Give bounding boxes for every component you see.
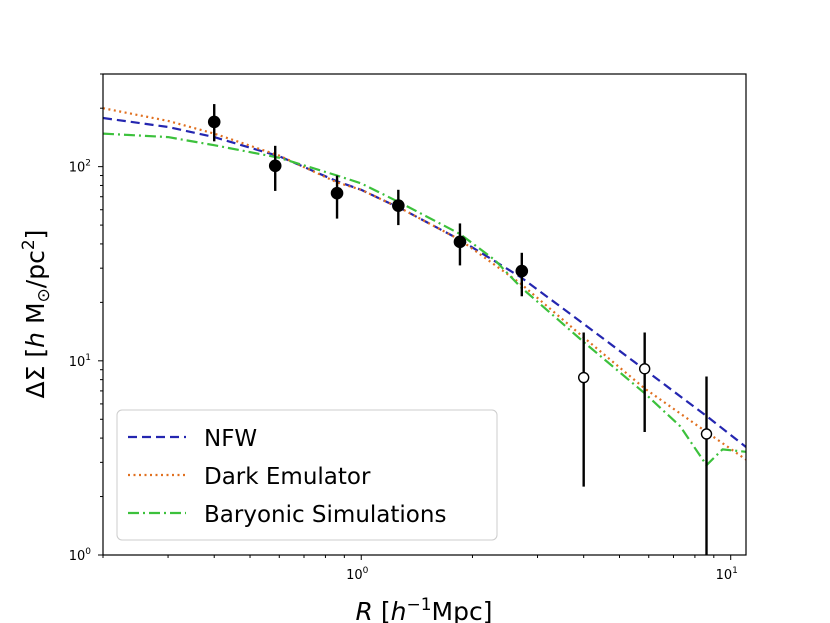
y-tick-label: 102 [69, 159, 91, 176]
plot-frame [102, 73, 747, 556]
legend-box [116, 409, 498, 541]
x-tick-label: 100 [346, 566, 369, 583]
y-axis-label: ΔΣ [h M⊙/pc2] [19, 230, 54, 399]
series-line-1 [103, 107, 746, 461]
legend-label-0: NFW [204, 426, 257, 452]
axis-ticks: 100 101 100 101 102 [69, 73, 738, 583]
legend: NFW Dark Emulator Baryonic Simulations [116, 409, 498, 541]
data-point-5 [515, 264, 529, 278]
y-tick-label: 101 [69, 353, 91, 370]
data-point-4 [453, 235, 467, 249]
x-tick-label: 101 [716, 566, 738, 583]
legend-label-1: Dark Emulator [204, 464, 371, 490]
data-point-3 [392, 199, 405, 212]
data-point-7 [638, 363, 651, 375]
data-point-0 [207, 115, 221, 129]
x-axis-label: R [h−1Mpc] [356, 595, 493, 623]
data-point-6 [577, 371, 590, 384]
data-point-1 [268, 159, 282, 173]
data-point-2 [330, 186, 344, 200]
legend-label-2: Baryonic Simulations [204, 502, 446, 528]
y-tick-label: 100 [69, 547, 92, 564]
data-points [207, 104, 713, 555]
data-point-8 [700, 428, 713, 440]
